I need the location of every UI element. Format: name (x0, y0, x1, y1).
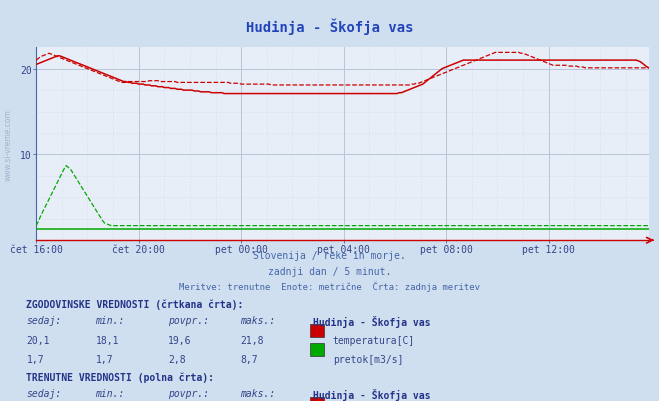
Text: 8,7: 8,7 (241, 354, 258, 364)
Text: Hudinja - Škofja vas: Hudinja - Škofja vas (313, 316, 430, 328)
Text: povpr.:: povpr.: (168, 388, 209, 398)
Text: maks.:: maks.: (241, 388, 275, 398)
Text: ZGODOVINSKE VREDNOSTI (črtkana črta):: ZGODOVINSKE VREDNOSTI (črtkana črta): (26, 299, 244, 309)
Text: min.:: min.: (96, 316, 125, 326)
Text: sedaj:: sedaj: (26, 388, 61, 398)
Text: zadnji dan / 5 minut.: zadnji dan / 5 minut. (268, 266, 391, 276)
Text: pretok[m3/s]: pretok[m3/s] (333, 354, 403, 364)
Text: povpr.:: povpr.: (168, 316, 209, 326)
Text: Meritve: trenutne  Enote: metrične  Črta: zadnja meritev: Meritve: trenutne Enote: metrične Črta: … (179, 281, 480, 292)
Text: www.si-vreme.com: www.si-vreme.com (4, 109, 13, 180)
Text: maks.:: maks.: (241, 316, 275, 326)
Text: 21,8: 21,8 (241, 335, 264, 345)
Text: sedaj:: sedaj: (26, 316, 61, 326)
Text: TRENUTNE VREDNOSTI (polna črta):: TRENUTNE VREDNOSTI (polna črta): (26, 371, 214, 382)
Text: Hudinja - Škofja vas: Hudinja - Škofja vas (246, 18, 413, 34)
Text: 1,7: 1,7 (26, 354, 44, 364)
Text: temperatura[C]: temperatura[C] (333, 335, 415, 345)
Text: 2,8: 2,8 (168, 354, 186, 364)
Text: min.:: min.: (96, 388, 125, 398)
Text: Slovenija / reke in morje.: Slovenija / reke in morje. (253, 251, 406, 261)
Text: 1,7: 1,7 (96, 354, 113, 364)
Text: 18,1: 18,1 (96, 335, 119, 345)
Text: Hudinja - Škofja vas: Hudinja - Škofja vas (313, 388, 430, 400)
Text: 20,1: 20,1 (26, 335, 50, 345)
Text: 19,6: 19,6 (168, 335, 192, 345)
